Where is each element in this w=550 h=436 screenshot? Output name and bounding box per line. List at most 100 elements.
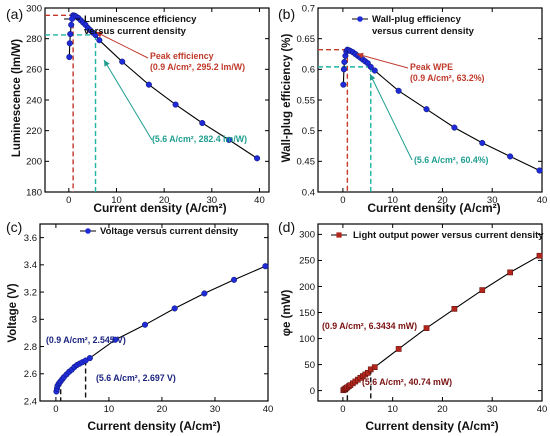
annotation-second-line-1: (5.6 A/cm², 282.4 lm/W)	[152, 134, 247, 144]
x-tick-label: 0	[53, 404, 58, 415]
x-tick-label: 20	[437, 404, 448, 415]
x-tick-label: 10	[387, 195, 398, 206]
data-point	[395, 346, 402, 352]
data-point	[340, 66, 347, 73]
y-tick-label: 0.4	[302, 187, 315, 198]
data-point	[536, 167, 543, 174]
y-tick-label: 180	[26, 187, 42, 198]
plot-area: 0 10 20 30 40 0.4 0.45 0.5 0.55 0.6 0.65 0.7	[297, 3, 548, 206]
legend-marker	[357, 16, 363, 22]
y-axis-label-text: φe (mW)	[281, 290, 293, 337]
data-point	[479, 287, 486, 293]
annotation-second-line-1: (5.6 A/cm², 2.697 V)	[96, 373, 176, 383]
data-point	[367, 63, 374, 70]
annotation-peak-line-2: (0.9 A/cm², 295.2 lm/W)	[150, 62, 245, 72]
x-axis-label: Current density (A/cm²)	[87, 419, 220, 433]
panel-label: (b)	[278, 6, 295, 22]
data-point	[86, 355, 93, 362]
annotation-arrow	[103, 59, 153, 141]
x-axis-label: Current density (A/cm²)	[367, 201, 500, 215]
annotation-peak: Peak efficiency (0.9 A/cm², 295.2 lm/W)	[150, 51, 245, 72]
data-point	[423, 106, 430, 113]
annotation-first: (0.9 A/cm², 2.545 V)	[46, 335, 126, 345]
annotation-first: (0.9 A/cm², 6.3434 mW)	[322, 321, 417, 331]
data-point	[225, 136, 233, 143]
panel-label: (d)	[278, 219, 295, 235]
x-tick-label: 20	[437, 195, 448, 206]
annotation-second: (5.6 A/cm², 60.4%)	[414, 155, 489, 165]
x-tick-label: 30	[210, 404, 221, 415]
plot-frame	[317, 223, 543, 402]
y-tick-label: 200	[299, 282, 315, 293]
panel-a: 0 10 20 30 40 180 200 220 240 260 280 300 (a) Curre…	[6, 3, 270, 215]
data-point	[199, 119, 206, 127]
y-tick-label: 2.6	[24, 369, 37, 380]
data-point	[395, 87, 402, 94]
annotation-second: (5.6 A/cm², 282.4 lm/W)	[152, 134, 247, 144]
x-tick-label: 10	[387, 404, 398, 415]
data-point	[451, 124, 458, 131]
y-tick-label: 300	[26, 3, 42, 14]
legend-line-2: versus current density	[84, 26, 187, 37]
data-point	[68, 21, 75, 28]
legend-marker	[69, 16, 75, 22]
data-point	[201, 290, 208, 297]
annotation-first-line-1: (0.9 A/cm², 6.3434 mW)	[322, 321, 417, 331]
y-tick-label: 0.55	[297, 95, 316, 106]
annotation-arrowhead	[357, 52, 364, 59]
data-point	[262, 263, 269, 270]
x-tick-label: 0	[66, 195, 71, 206]
x-tick-label: 0	[340, 195, 345, 206]
y-tick-label: 280	[26, 34, 42, 45]
x-tick-label: 40	[537, 195, 548, 206]
x-tick-label: 10	[111, 195, 122, 206]
x-tick-label: 30	[487, 404, 498, 415]
data-point	[141, 321, 149, 328]
annotation-arrowhead	[369, 74, 376, 81]
data-point	[340, 81, 347, 88]
x-tick-label: 40	[537, 404, 548, 415]
x-tick-label: 20	[157, 404, 168, 415]
data-point	[371, 364, 378, 371]
y-tick-label: 100	[299, 334, 315, 345]
data-point	[67, 31, 74, 38]
x-tick-label: 40	[263, 404, 274, 415]
x-axis-label: Current density (A/cm²)	[365, 419, 498, 433]
x-tick-label: 10	[104, 404, 115, 415]
data-point	[112, 336, 119, 343]
x-axis-label: Current density (A/cm²)	[93, 201, 226, 215]
legend-text: Voltage versus current density	[100, 226, 239, 237]
data-point	[119, 58, 126, 65]
y-tick-label: 2.8	[24, 342, 37, 353]
plot-area: 0 10 20 30 40 0 50 100 150 200 250 300	[299, 223, 548, 415]
x-tick-label: 30	[207, 195, 218, 206]
annotation-arrowhead	[96, 32, 103, 38]
x-tick-label: 0	[340, 404, 345, 415]
plot-area: 0 10 20 30 40 180 200 220 240 260 280 300	[26, 3, 270, 206]
data-point	[371, 67, 378, 74]
data-point	[423, 325, 430, 331]
y-axis-label: Luminescence (lm/W)	[11, 39, 23, 157]
data-point	[231, 276, 238, 283]
y-tick-label: 250	[299, 256, 315, 267]
annotation-arrow	[95, 31, 149, 59]
y-axis-label: Voltage (V)	[7, 283, 19, 342]
data-point	[145, 81, 152, 88]
y-tick-label: 2.4	[24, 396, 37, 407]
y-tick-label: 0	[310, 386, 315, 397]
annotation-peak-line-1: Peak WPE	[410, 62, 453, 72]
annotation-first-line-1: (0.9 A/cm², 2.545 V)	[46, 335, 126, 345]
data-point	[536, 252, 543, 259]
legend-text: Luminescence efficiency versus current d…	[84, 14, 199, 37]
legend-marker	[336, 232, 342, 238]
legend-line-1: Light output power versus current densit…	[353, 230, 544, 241]
data-point	[171, 305, 178, 312]
y-tick-label: 0.65	[297, 34, 316, 45]
y-tick-label: 3	[32, 315, 37, 326]
data-point	[341, 58, 348, 66]
y-axis-label: Wall-plug efficiency (%)	[281, 34, 293, 163]
annotation-second-line-1: (5.6 A/cm², 60.4%)	[414, 155, 489, 165]
data-point	[254, 155, 261, 162]
x-tick-label: 30	[487, 195, 498, 206]
